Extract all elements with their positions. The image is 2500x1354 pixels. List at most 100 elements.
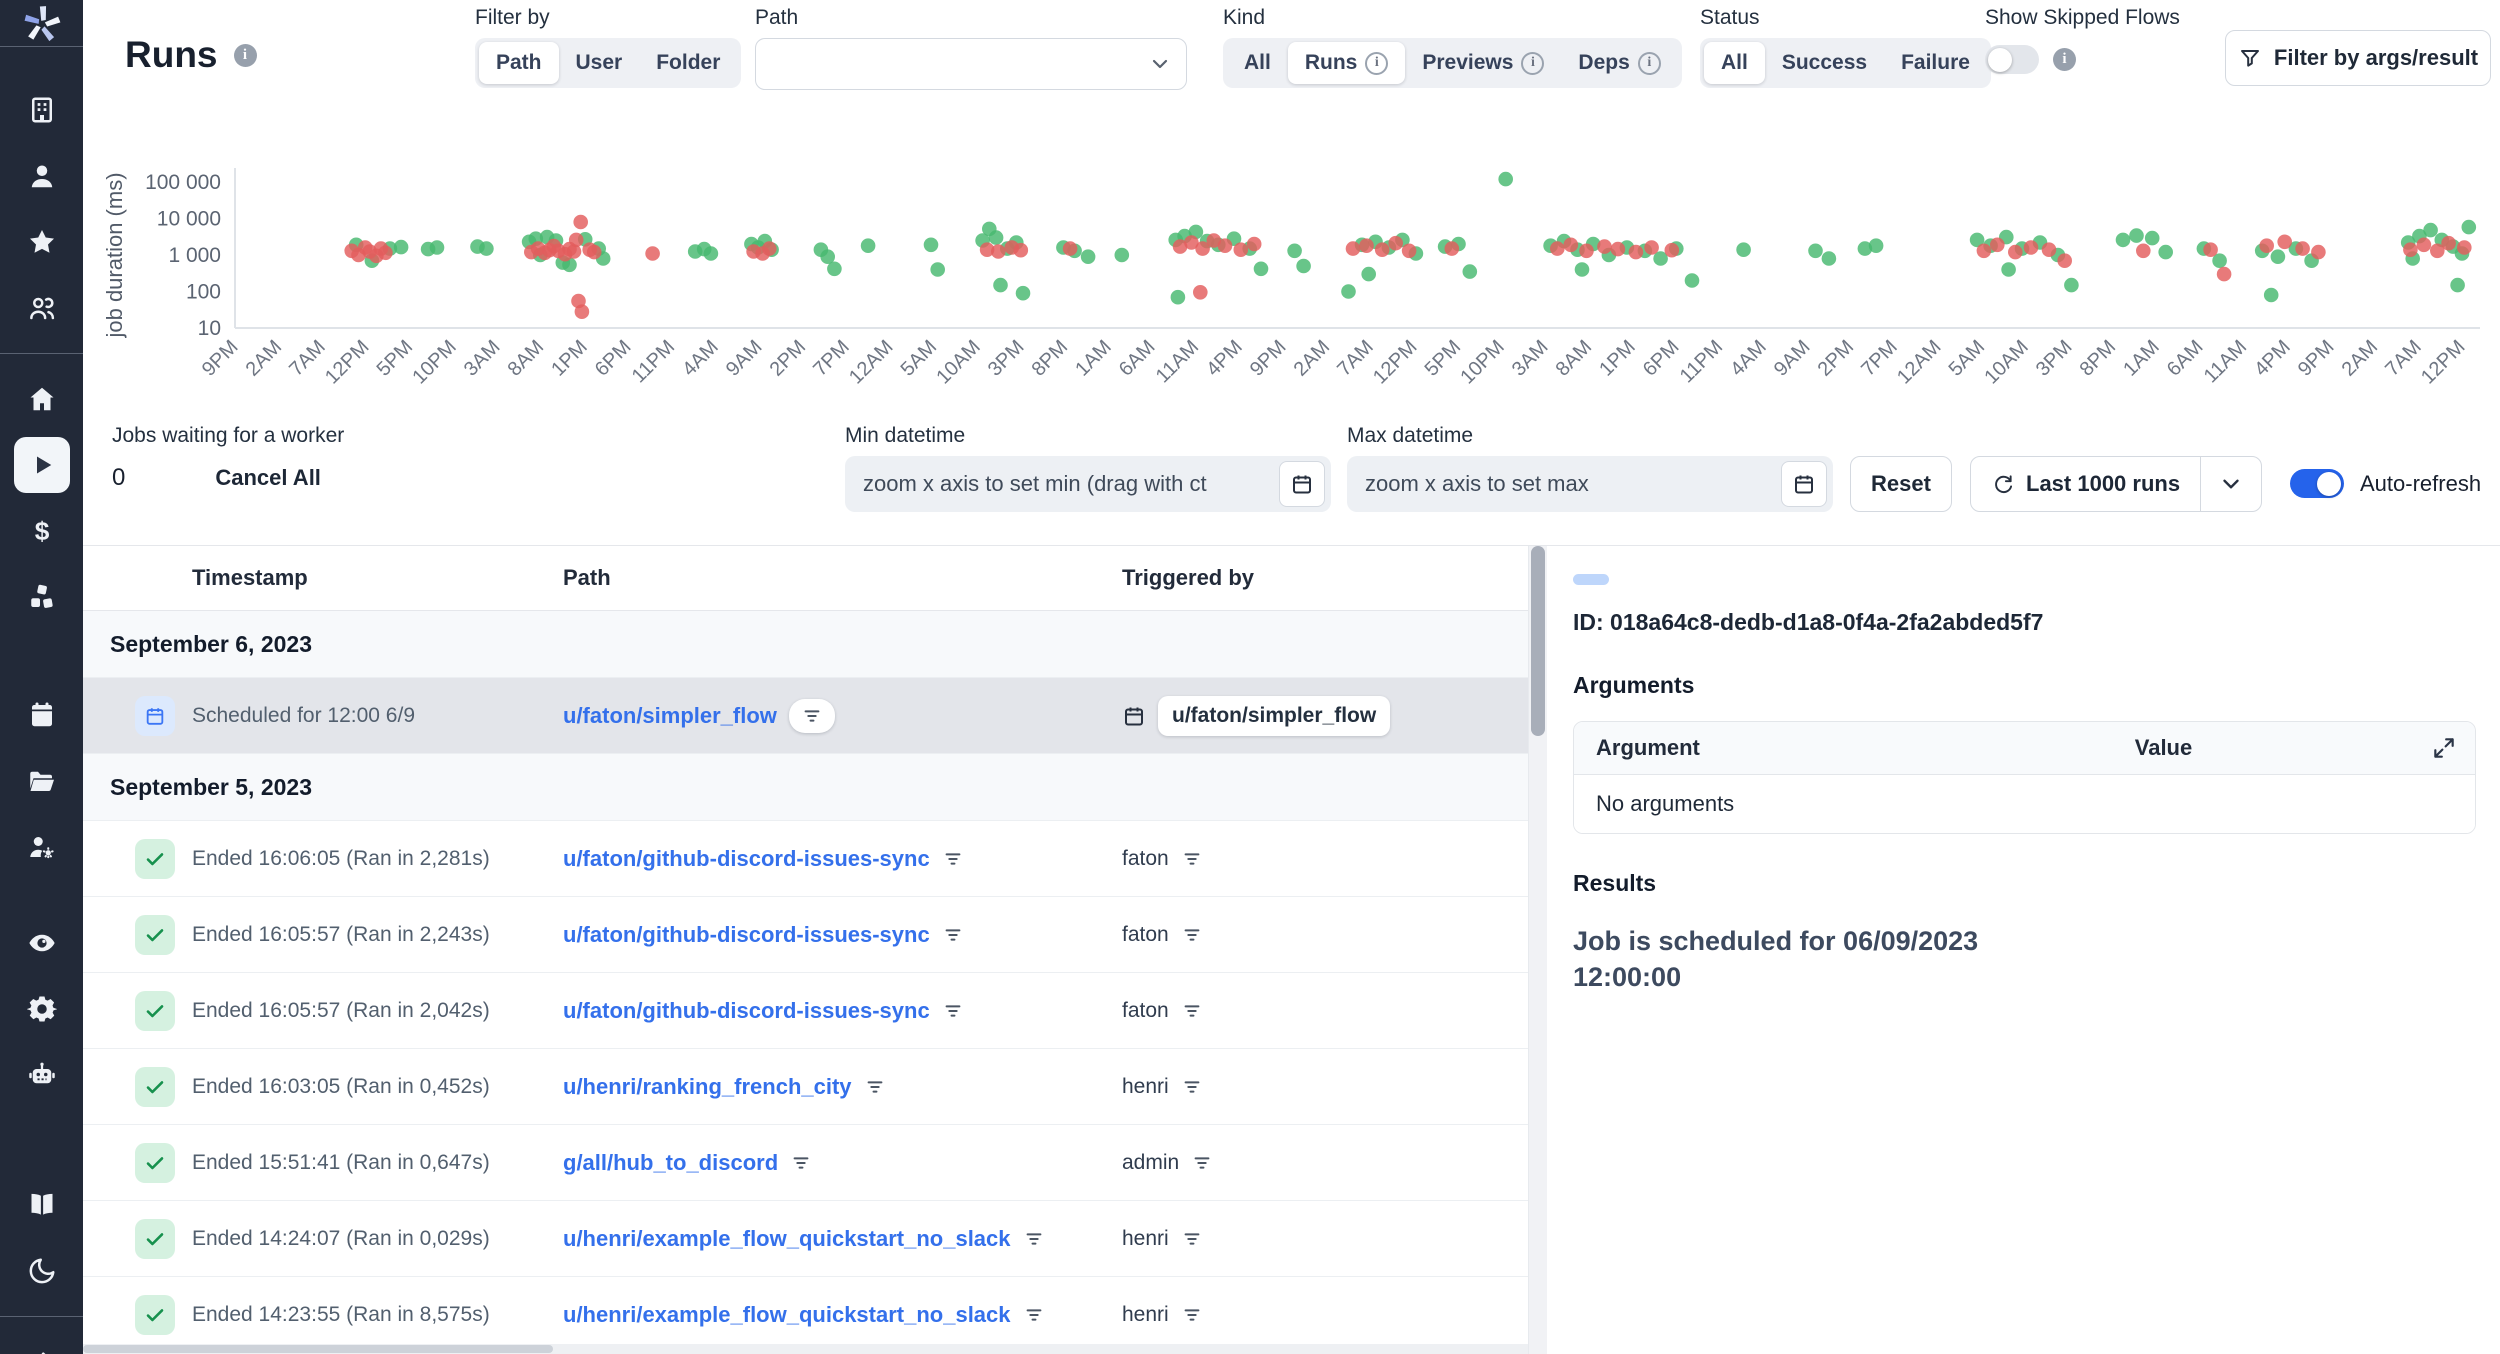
scatter-point-success <box>1498 171 1513 187</box>
scatter-point-failure <box>2216 266 2232 282</box>
sidebar-item-gear[interactable] <box>14 981 70 1037</box>
filter-by-folder[interactable]: Folder <box>656 51 721 74</box>
path-filter-button[interactable] <box>942 848 964 870</box>
scatter-point-failure <box>1233 242 1249 257</box>
sidebar-item-home[interactable] <box>14 371 70 427</box>
sidebar-item-user[interactable] <box>14 148 70 204</box>
run-path-link[interactable]: u/faton/github-discord-issues-sync <box>563 997 930 1023</box>
status-success[interactable]: Success <box>1781 51 1868 74</box>
svg-text:2PM: 2PM <box>766 336 811 381</box>
sidebar-item-building[interactable] <box>14 82 70 138</box>
triggered-by-filter-button[interactable] <box>1181 924 1203 946</box>
runs-range-dropdown-button[interactable] <box>2201 457 2261 511</box>
scrollbar-thumb[interactable] <box>1531 546 1545 736</box>
cancel-all-button[interactable]: Cancel All <box>215 465 321 490</box>
sidebar-item-cubes[interactable] <box>14 569 70 625</box>
sidebar-item-robot[interactable] <box>14 1047 70 1103</box>
svg-text:12PM: 12PM <box>2417 336 2470 389</box>
windmill-logo[interactable] <box>0 0 83 47</box>
run-path-link[interactable]: u/henri/ranking_french_city <box>563 1073 852 1099</box>
path-filter-button[interactable] <box>788 698 835 733</box>
max-datetime-input[interactable]: zoom x axis to set max <box>1347 456 1833 512</box>
triggered-by-filter-button[interactable] <box>1181 1304 1203 1326</box>
expand-arguments-button[interactable] <box>2431 735 2457 761</box>
sidebar-divider <box>0 1316 83 1317</box>
path-filter-button[interactable] <box>1023 1228 1045 1250</box>
path-filter-button[interactable] <box>790 1152 812 1174</box>
reset-button[interactable]: Reset <box>1850 456 1952 512</box>
last-1000-runs-button[interactable]: Last 1000 runs <box>1971 457 2200 511</box>
table-row[interactable]: Ended 16:03:05 (Ran in 0,452s) u/henri/ra… <box>83 1049 1528 1125</box>
check-icon <box>146 928 164 941</box>
path-filter-button[interactable] <box>942 1000 964 1022</box>
path-filter-button[interactable] <box>942 924 964 946</box>
table-row[interactable]: Ended 14:23:55 (Ran in 8,575s) u/henri/ex… <box>83 1277 1528 1353</box>
show-skipped-info-icon[interactable] <box>2053 48 2076 71</box>
run-path-link[interactable]: u/henri/example_flow_quickstart_no_slack <box>563 1301 1011 1327</box>
svg-text:1PM: 1PM <box>1595 336 1640 381</box>
sidebar-item-dollar[interactable]: $ <box>14 503 70 559</box>
path-filter-button[interactable] <box>1023 1304 1045 1326</box>
runs-info-icon[interactable] <box>233 43 257 67</box>
sidebar-item-users[interactable] <box>14 280 70 336</box>
kind-deps[interactable]: Deps <box>1561 42 1677 84</box>
kind-previews[interactable]: Previews <box>1405 42 1561 84</box>
path-filter-button[interactable] <box>864 1076 886 1098</box>
filter-by-user[interactable]: User <box>575 51 623 74</box>
sidebar-item-book[interactable] <box>14 1177 70 1233</box>
kind-all[interactable]: All <box>1244 51 1271 74</box>
sidebar-item-star[interactable] <box>14 214 70 270</box>
run-path-link[interactable]: u/henri/example_flow_quickstart_no_slack <box>563 1225 1011 1251</box>
scatter-point-failure <box>2041 242 2057 257</box>
sidebar-item-calendar[interactable] <box>14 687 70 743</box>
triggered-by-filter-button[interactable] <box>1181 1228 1203 1250</box>
filter-by-path[interactable]: Path <box>479 42 559 84</box>
sidebar-item-arrow-right[interactable] <box>14 1334 70 1354</box>
run-path-link[interactable]: g/all/hub_to_discord <box>563 1149 779 1175</box>
show-skipped-toggle[interactable] <box>1985 45 2039 74</box>
scatter-point-success <box>2064 277 2079 293</box>
triggered-by-filter-button[interactable] <box>1181 1000 1203 1022</box>
scatter-point-failure <box>1195 241 1210 256</box>
deps-info-icon[interactable] <box>1637 51 1661 75</box>
vertical-scrollbar[interactable] <box>1528 546 1547 1354</box>
previews-info-icon[interactable] <box>1521 51 1545 75</box>
table-row[interactable]: Ended 16:05:57 (Ran in 2,042s) u/faton/gi… <box>83 973 1528 1049</box>
runs-table: Timestamp Path Triggered by September 6,… <box>83 546 1528 1354</box>
table-row[interactable]: Ended 16:05:57 (Ran in 2,243s) u/faton/gi… <box>83 897 1528 973</box>
kind-runs[interactable]: Runs <box>1287 42 1406 84</box>
run-path-link[interactable]: u/faton/github-discord-issues-sync <box>563 921 930 947</box>
table-row[interactable]: Ended 16:06:05 (Ran in 2,281s) u/faton/gi… <box>83 821 1528 897</box>
run-path-link[interactable]: u/faton/github-discord-issues-sync <box>563 845 930 871</box>
runs-kind-info-icon[interactable] <box>1365 51 1389 75</box>
min-datetime-input[interactable]: zoom x axis to set min (drag with ct <box>845 456 1331 512</box>
sidebar-item-users-gear[interactable] <box>14 819 70 875</box>
sidebar-item-play[interactable] <box>13 437 70 493</box>
table-row[interactable]: Scheduled for 12:00 6/9 u/faton/simpler_f… <box>83 678 1528 754</box>
sidebar-item-folder-open[interactable] <box>14 753 70 809</box>
max-datetime-calendar-button[interactable] <box>1781 461 1827 507</box>
filter-by-segmented: Path User Folder <box>475 38 742 88</box>
triggered-by-filter-button[interactable] <box>1181 848 1203 870</box>
triggered-by-filter-button[interactable] <box>1181 1076 1203 1098</box>
triggered-by-filter-button[interactable] <box>1191 1152 1213 1174</box>
arguments-title: Arguments <box>1573 672 1695 698</box>
min-datetime-calendar-button[interactable] <box>1279 461 1325 507</box>
run-path-link[interactable]: u/faton/simpler_flow <box>563 702 777 728</box>
scatter-point-failure <box>586 244 602 260</box>
horizontal-scrollbar[interactable] <box>83 1344 1528 1354</box>
status-failure[interactable]: Failure <box>1901 51 1970 74</box>
sidebar-item-moon[interactable] <box>14 1243 70 1299</box>
sidebar-item-eye[interactable] <box>14 915 70 971</box>
table-row[interactable]: Ended 15:51:41 (Ran in 0,647s) g/all/hub_… <box>83 1125 1528 1201</box>
runs-duration-chart[interactable]: job duration (ms) 100 000 10 000 1 000 100 10… <box>100 106 2490 426</box>
users-gear-icon <box>29 837 54 859</box>
table-row[interactable]: Ended 14:24:07 (Ran in 0,029s) u/henri/ex… <box>83 1201 1528 1277</box>
svg-text:10AM: 10AM <box>932 336 985 389</box>
filter-args-button[interactable]: Filter by args/result <box>2225 30 2491 86</box>
user-icon <box>31 165 52 188</box>
status-all[interactable]: All <box>1704 42 1765 84</box>
auto-refresh-toggle[interactable] <box>2290 469 2344 498</box>
scatter-point-success <box>930 262 945 277</box>
path-select[interactable] <box>755 38 1187 90</box>
